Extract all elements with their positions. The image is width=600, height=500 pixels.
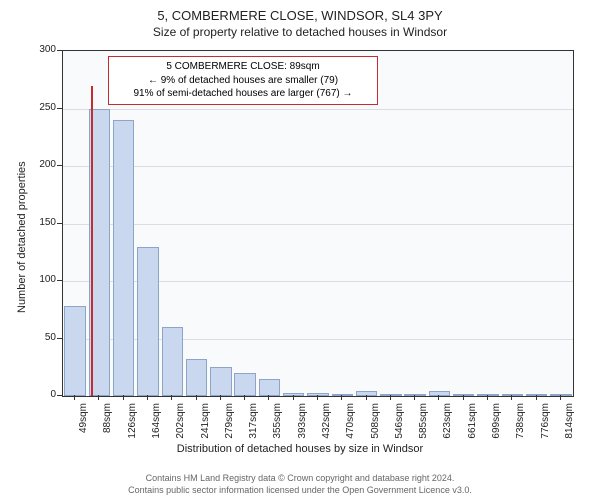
x-tick-label: 49sqm: [78, 403, 89, 451]
callout-line-3: 91% of semi-detached houses are larger (…: [115, 87, 371, 101]
callout-line-2: ← 9% of detached houses are smaller (79): [115, 74, 371, 88]
x-tick-mark: [341, 395, 342, 400]
x-tick-label: 126sqm: [127, 403, 138, 451]
x-tick-label: 699sqm: [491, 403, 502, 451]
x-tick-label: 355sqm: [272, 403, 283, 451]
x-tick-mark: [98, 395, 99, 400]
x-tick-mark: [438, 395, 439, 400]
callout-box: 5 COMBERMERE CLOSE: 89sqm ← 9% of detach…: [108, 56, 378, 105]
bar: [113, 120, 134, 396]
bar: [137, 247, 158, 397]
bar: [259, 379, 280, 396]
x-tick-mark: [293, 395, 294, 400]
x-tick-label: 585sqm: [418, 403, 429, 451]
y-tick-label: 100: [28, 274, 56, 285]
x-tick-mark: [147, 395, 148, 400]
x-tick-label: 776sqm: [540, 403, 551, 451]
x-tick-mark: [536, 395, 537, 400]
x-tick-label: 393sqm: [297, 403, 308, 451]
x-tick-label: 241sqm: [200, 403, 211, 451]
page-subtitle: Size of property relative to detached ho…: [0, 23, 600, 39]
x-tick-label: 88sqm: [102, 403, 113, 451]
x-tick-label: 738sqm: [515, 403, 526, 451]
y-tick-mark: [57, 165, 62, 166]
y-tick-mark: [57, 338, 62, 339]
x-tick-label: 508sqm: [370, 403, 381, 451]
x-tick-label: 661sqm: [467, 403, 478, 451]
bar: [162, 327, 183, 396]
x-tick-mark: [463, 395, 464, 400]
footer-line-2: Contains public sector information licen…: [0, 484, 600, 496]
y-tick-mark: [57, 223, 62, 224]
x-tick-mark: [560, 395, 561, 400]
footer-line-1: Contains HM Land Registry data © Crown c…: [0, 472, 600, 484]
y-tick-mark: [57, 280, 62, 281]
callout-line-1: 5 COMBERMERE CLOSE: 89sqm: [115, 60, 371, 74]
y-tick-label: 250: [28, 102, 56, 113]
gridline: [63, 166, 573, 167]
y-tick-label: 150: [28, 217, 56, 228]
x-tick-mark: [74, 395, 75, 400]
gridline: [63, 224, 573, 225]
x-tick-label: 623sqm: [442, 403, 453, 451]
x-tick-label: 814sqm: [564, 403, 575, 451]
x-tick-label: 470sqm: [345, 403, 356, 451]
x-tick-mark: [390, 395, 391, 400]
y-tick-label: 50: [28, 332, 56, 343]
bar: [64, 306, 85, 396]
x-tick-label: 164sqm: [151, 403, 162, 451]
bar: [234, 373, 255, 396]
x-tick-mark: [220, 395, 221, 400]
bar: [210, 367, 231, 396]
x-tick-label: 546sqm: [394, 403, 405, 451]
property-marker-line: [91, 86, 93, 397]
y-tick-label: 300: [28, 44, 56, 55]
y-tick-mark: [57, 395, 62, 396]
gridline: [63, 109, 573, 110]
y-tick-label: 200: [28, 159, 56, 170]
x-tick-label: 202sqm: [175, 403, 186, 451]
y-axis-label: Number of detached properties: [16, 161, 28, 313]
x-tick-label: 432sqm: [321, 403, 332, 451]
y-tick-mark: [57, 108, 62, 109]
y-tick-label: 0: [28, 389, 56, 400]
x-tick-mark: [123, 395, 124, 400]
x-tick-mark: [366, 395, 367, 400]
y-tick-mark: [57, 50, 62, 51]
x-tick-mark: [511, 395, 512, 400]
page-title: 5, COMBERMERE CLOSE, WINDSOR, SL4 3PY: [0, 0, 600, 23]
x-tick-mark: [196, 395, 197, 400]
x-tick-mark: [414, 395, 415, 400]
x-tick-mark: [268, 395, 269, 400]
x-tick-mark: [487, 395, 488, 400]
x-tick-label: 279sqm: [224, 403, 235, 451]
x-tick-mark: [171, 395, 172, 400]
x-tick-label: 317sqm: [248, 403, 259, 451]
x-tick-mark: [244, 395, 245, 400]
footer-attribution: Contains HM Land Registry data © Crown c…: [0, 472, 600, 496]
x-tick-mark: [317, 395, 318, 400]
bar: [186, 359, 207, 396]
